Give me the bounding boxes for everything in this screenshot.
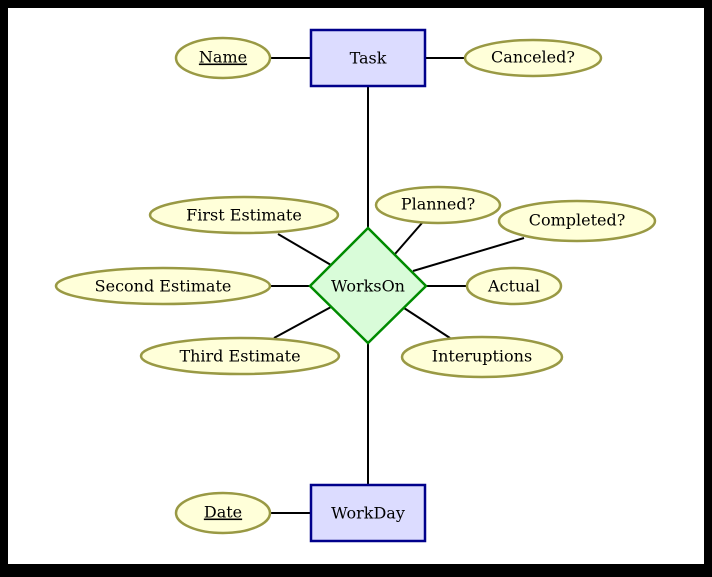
attribute-label: Canceled?	[491, 48, 575, 67]
entity-workday: WorkDay	[309, 483, 427, 543]
attribute-label: Third Estimate	[179, 347, 300, 366]
attribute-label-key: Name	[199, 48, 247, 67]
attribute-second-estimate: Second Estimate	[54, 266, 272, 306]
attribute-planned: Planned?	[374, 185, 502, 225]
entity-label: WorkDay	[331, 504, 405, 523]
attribute-label: Interuptions	[432, 347, 532, 366]
attribute-label: Second Estimate	[95, 277, 232, 296]
attribute-label: First Estimate	[186, 206, 302, 225]
attribute-completed: Completed?	[497, 199, 657, 243]
entity-task: Task	[309, 28, 427, 88]
attribute-canceled: Canceled?	[463, 38, 603, 78]
attribute-ellipse	[139, 336, 341, 376]
attribute-ellipse	[148, 195, 340, 235]
attribute-first-estimate: First Estimate	[148, 195, 340, 235]
attribute-ellipse	[54, 266, 272, 306]
relationship-diamond	[308, 226, 428, 345]
relationship-workson: WorksOn	[308, 226, 428, 345]
attribute-actual: Actual	[465, 266, 563, 306]
attribute-label: Planned?	[401, 195, 475, 214]
attribute-interuptions: Interuptions	[400, 335, 564, 379]
attribute-ellipse	[174, 36, 272, 80]
attribute-ellipse	[497, 199, 657, 243]
entity-box	[309, 483, 427, 543]
connector-lines	[270, 57, 525, 514]
line-first-estimate	[277, 233, 332, 266]
attribute-label: Completed?	[529, 211, 626, 230]
attribute-label: Actual	[487, 277, 540, 296]
relationship-label: WorksOn	[331, 277, 405, 296]
attribute-ellipse	[400, 335, 564, 379]
attribute-third-estimate: Third Estimate	[139, 336, 341, 376]
attribute-name: Name	[174, 36, 272, 80]
attribute-ellipse	[465, 266, 563, 306]
line-planned	[394, 222, 423, 255]
line-interuptions	[403, 307, 451, 339]
entity-label: Task	[350, 49, 387, 68]
attribute-ellipse	[374, 185, 502, 225]
attribute-date: Date	[174, 491, 272, 535]
line-third-estimate	[273, 306, 332, 339]
attribute-ellipse	[174, 491, 272, 535]
entity-box	[309, 28, 427, 88]
attribute-label-key: Date	[204, 503, 242, 522]
line-completed	[412, 237, 525, 272]
attribute-ellipse	[463, 38, 603, 78]
